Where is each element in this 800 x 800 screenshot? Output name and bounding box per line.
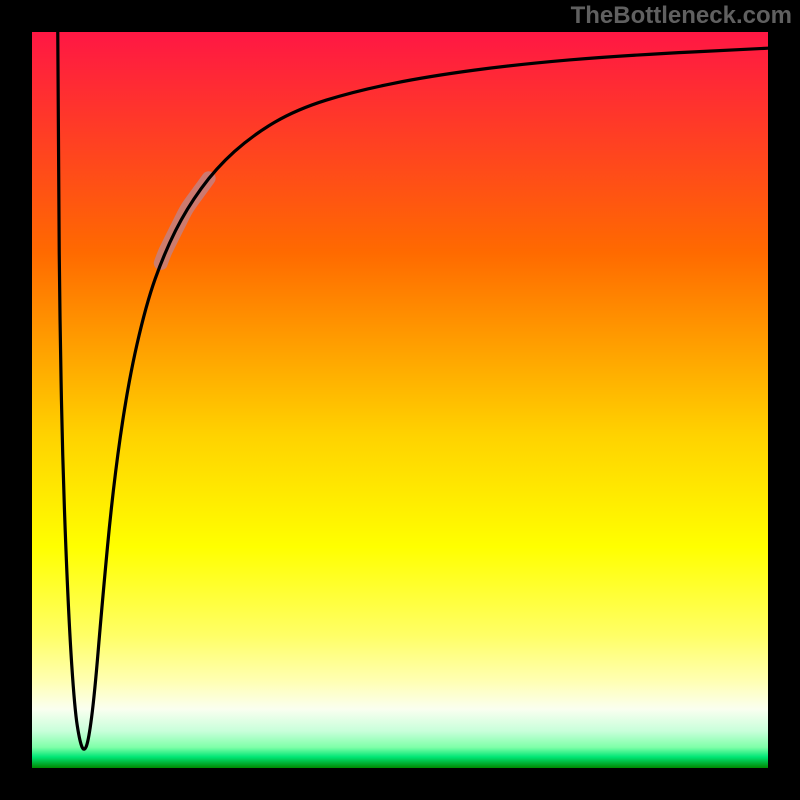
bottleneck-chart	[0, 0, 800, 800]
watermark-text: TheBottleneck.com	[571, 2, 792, 30]
chart-plot-background	[32, 32, 768, 768]
chart-container: TheBottleneck.com	[0, 0, 800, 800]
